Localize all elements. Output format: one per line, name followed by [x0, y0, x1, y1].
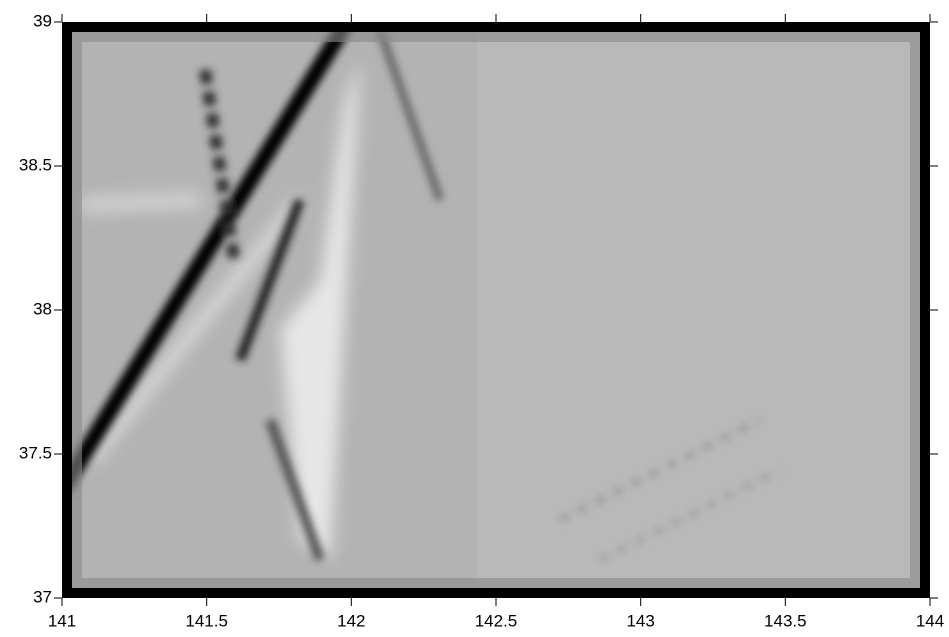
raster-west [62, 22, 477, 598]
raster-light-features [79, 60, 360, 560]
raster-dark-features [62, 22, 782, 563]
y-tick-label: 37 [33, 587, 52, 606]
raster-image [62, 22, 930, 598]
x-tick-label: 143 [626, 611, 654, 630]
map-frame-inner [72, 32, 920, 588]
y-tick-label: 38 [33, 299, 52, 318]
map-frame [62, 22, 930, 598]
y-tick-label: 37.5 [19, 443, 52, 462]
x-tick-label: 142 [337, 611, 365, 630]
x-tick-label: 143.5 [764, 611, 807, 630]
y-tick-label: 39 [33, 11, 52, 30]
x-tick-label: 141.5 [185, 611, 228, 630]
y-tick-label: 38.5 [19, 155, 52, 174]
x-tick-label: 141 [48, 611, 76, 630]
x-tick-label: 144 [916, 611, 944, 630]
x-tick-label: 142.5 [475, 611, 518, 630]
